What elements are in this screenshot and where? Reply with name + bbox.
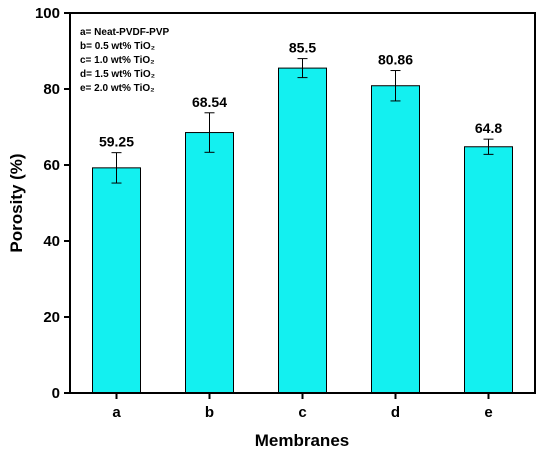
x-axis-ticks: a b c d e	[112, 393, 493, 421]
y-tick-label-0: 0	[52, 385, 60, 402]
x-tick-label-a: a	[112, 404, 121, 421]
y-tick-label-80: 80	[43, 81, 60, 98]
error-bar-c	[297, 58, 308, 79]
error-bar-e	[483, 138, 494, 155]
bar-d	[371, 85, 420, 394]
error-bars-layer	[111, 58, 494, 184]
y-axis-ticks: 0 20 40 60 80 100	[35, 5, 70, 402]
bar-e	[464, 146, 513, 394]
bar-c	[278, 67, 327, 394]
data-label-a: 59.25	[99, 134, 134, 150]
bars-layer	[92, 67, 513, 394]
x-tick-label-b: b	[205, 404, 214, 421]
error-bar-b	[204, 112, 215, 153]
y-tick-label-40: 40	[43, 233, 60, 250]
y-tick-label-20: 20	[43, 309, 60, 326]
y-tick-label-100: 100	[35, 5, 60, 22]
x-tick-label-c: c	[298, 404, 306, 421]
data-label-c: 85.5	[289, 40, 316, 56]
x-tick-label-d: d	[391, 404, 400, 421]
y-tick-label-60: 60	[43, 157, 60, 174]
data-label-b: 68.54	[192, 94, 227, 110]
x-tick-label-e: e	[484, 404, 492, 421]
bar-a	[92, 167, 141, 394]
data-labels-layer: 59.25 68.54 85.5 80.86 64.8	[99, 40, 502, 150]
error-bar-a	[111, 152, 122, 184]
y-axis-title: Porosity (%)	[7, 153, 26, 252]
x-axis-title: Membranes	[255, 431, 349, 450]
legend-entry-b: b= 0.5 wt% TiO₂	[80, 41, 155, 52]
legend-entry-d: d= 1.5 wt% TiO₂	[80, 69, 155, 80]
bar-b	[185, 132, 234, 394]
data-label-d: 80.86	[378, 52, 413, 68]
legend-entry-c: c= 1.0 wt% TiO₂	[80, 55, 155, 66]
error-bar-d	[390, 70, 401, 102]
legend: a= Neat-PVDF-PVP b= 0.5 wt% TiO₂ c= 1.0 wt…	[80, 27, 170, 94]
legend-entry-e: e= 2.0 wt% TiO₂	[80, 83, 155, 94]
data-label-e: 64.8	[475, 120, 502, 136]
legend-entry-a: a= Neat-PVDF-PVP	[80, 27, 170, 38]
